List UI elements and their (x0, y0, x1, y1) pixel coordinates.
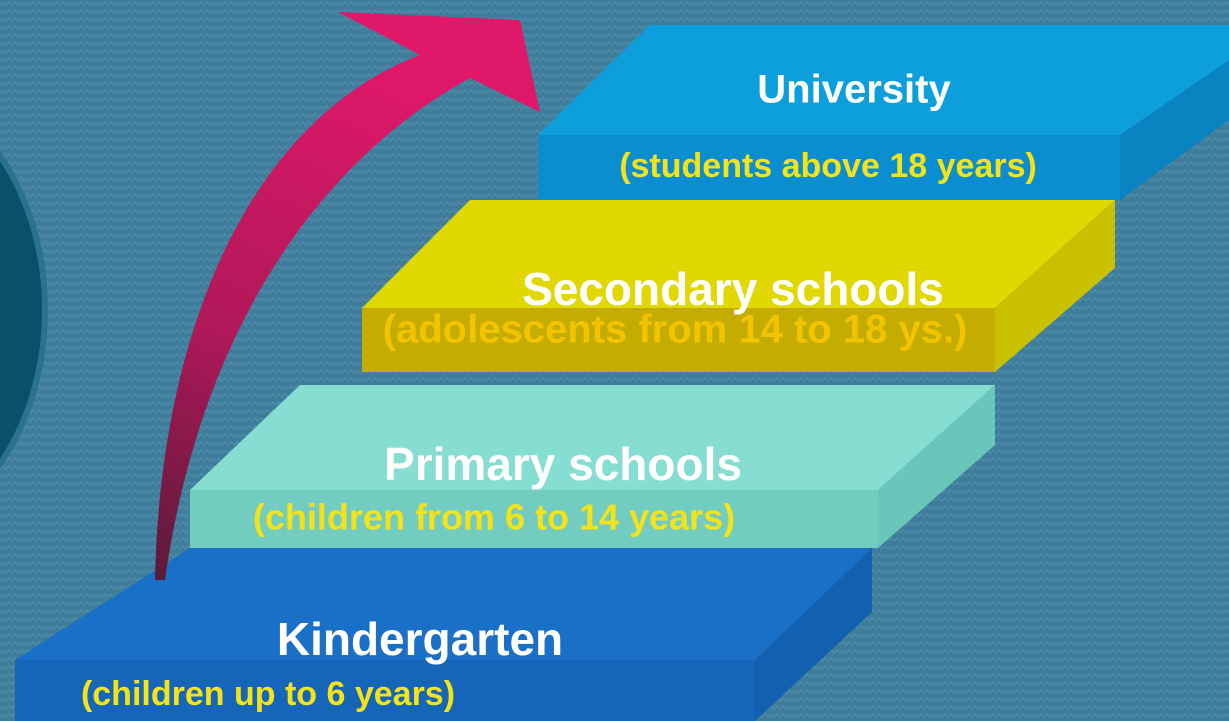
step-subtitle: (children from 6 to 14 years) (253, 497, 735, 538)
step-title: Secondary schools (522, 263, 944, 315)
step-title: Primary schools (384, 438, 742, 490)
step-subtitle: (students above 18 years) (619, 147, 1037, 185)
slide: University (students above 18 years) (ad… (0, 0, 1229, 721)
step-title: Kindergarten (277, 613, 563, 665)
step-subtitle: (children up to 6 years) (81, 675, 455, 713)
step-title: University (757, 68, 951, 112)
page: University (students above 18 years) (ad… (0, 0, 1229, 721)
